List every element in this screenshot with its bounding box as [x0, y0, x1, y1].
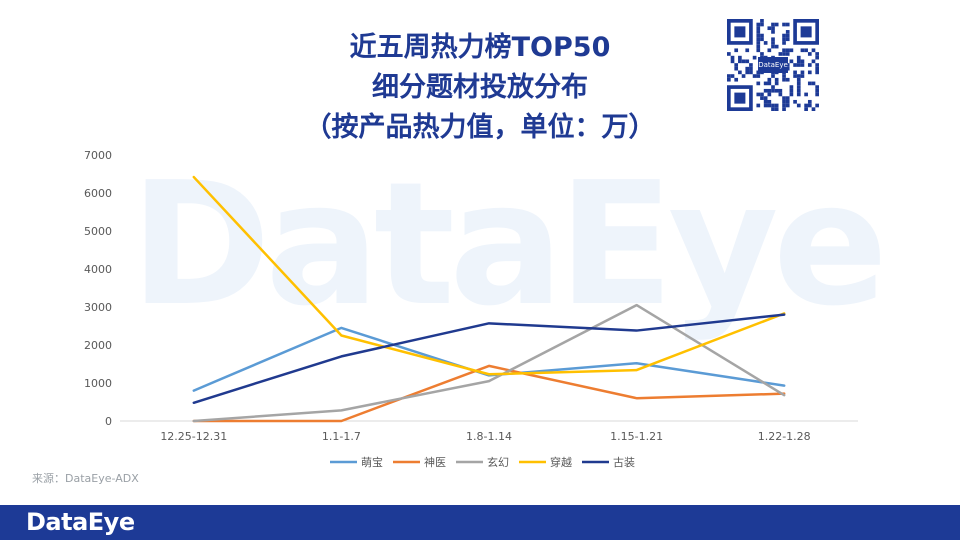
chart-title: 近五周热力榜TOP50 细分题材投放分布 （按产品热力值，单位：万）	[200, 28, 760, 148]
series-line-1	[192, 364, 786, 423]
x-tick-label: 1.22-1.28	[758, 430, 811, 443]
legend-label: 玄幻	[487, 455, 509, 469]
x-tick-label: 1.15-1.21	[610, 430, 663, 443]
series-line-2	[192, 303, 786, 423]
x-tick-label: 1.8-1.14	[466, 430, 512, 443]
y-tick-label: 0	[105, 415, 112, 428]
y-tick-label: 5000	[84, 225, 112, 238]
y-tick-label: 3000	[84, 301, 112, 314]
y-tick-label: 1000	[84, 377, 112, 390]
y-tick-label: 6000	[84, 187, 112, 200]
y-tick-label: 7000	[84, 149, 112, 162]
x-tick-label: 1.1-1.7	[322, 430, 361, 443]
qr-logo: DataEye	[758, 57, 788, 73]
series-line-3	[192, 175, 786, 376]
source-note: 来源：DataEye-ADX	[32, 472, 139, 485]
legend-label: 神医	[424, 455, 446, 469]
legend-label: 萌宝	[361, 455, 383, 469]
title-line-2: 细分题材投放分布	[372, 72, 588, 103]
x-tick-label: 12.25-12.31	[160, 430, 227, 443]
title-line-1: 近五周热力榜TOP50	[349, 32, 611, 63]
y-tick-label: 2000	[84, 339, 112, 352]
line-chart: 0 1000 2000 3000 4000 5000 6000 7000 12.25-12.31…	[84, 149, 858, 469]
qr-code-icon: DataEye	[727, 19, 819, 111]
footer-logo: DataEye	[26, 508, 135, 536]
series-line-4	[192, 313, 786, 405]
footer-bar: DataEye	[0, 505, 960, 540]
legend-label: 穿越	[550, 455, 572, 469]
y-tick-label: 4000	[84, 263, 112, 276]
title-line-3: （按产品热力值，单位：万）	[304, 112, 656, 143]
legend-label: 古装	[613, 456, 635, 469]
